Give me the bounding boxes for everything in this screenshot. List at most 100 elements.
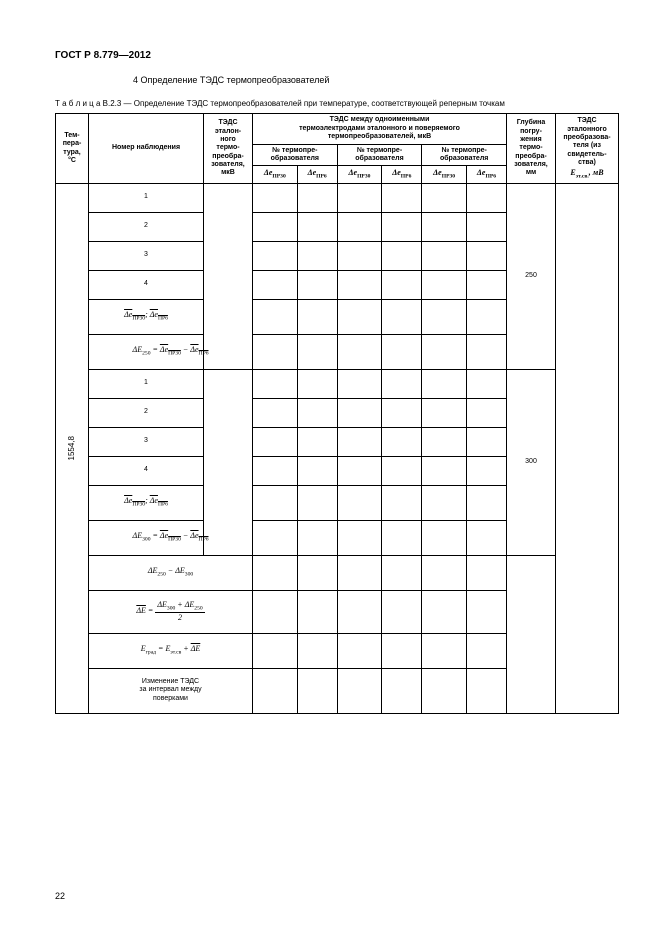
data-cell bbox=[297, 668, 337, 713]
thermo-n-1: № термопре- образователя bbox=[271, 147, 319, 162]
de1bs: ПР6 bbox=[316, 174, 327, 180]
data-cell bbox=[466, 299, 506, 334]
data-cell bbox=[422, 668, 467, 713]
data-cell bbox=[337, 183, 382, 212]
data-cell bbox=[337, 299, 382, 334]
data-cell bbox=[422, 520, 467, 555]
fc-ls: 250 bbox=[157, 572, 165, 578]
data-cell bbox=[253, 212, 298, 241]
obs-label: 2 bbox=[89, 212, 204, 241]
fa2-eq: = bbox=[150, 345, 159, 354]
data-cell bbox=[253, 520, 298, 555]
de1b: Δe bbox=[308, 168, 317, 177]
caption-prefix: Т а б л и ц а В.2.3 — bbox=[55, 99, 134, 108]
formula-cell: ΔE300 = ΔeПР30 − ΔeПР6 bbox=[89, 520, 253, 555]
fd-l: ΔE bbox=[136, 606, 146, 615]
data-cell bbox=[337, 555, 382, 590]
data-cell bbox=[466, 212, 506, 241]
data-cell bbox=[422, 183, 467, 212]
col-thermo-1: № термопре- образователя bbox=[253, 144, 338, 166]
data-cell bbox=[382, 334, 422, 369]
data-cell bbox=[466, 633, 506, 668]
formula-cell: ΔeПР30; ΔeПР6 bbox=[89, 299, 204, 334]
data-cell bbox=[337, 456, 382, 485]
data-cell bbox=[382, 369, 422, 398]
data-cell bbox=[297, 427, 337, 456]
table-caption: Т а б л и ц а В.2.3 — Определение ТЭДС т… bbox=[55, 99, 619, 109]
data-cell bbox=[382, 270, 422, 299]
fa1-2s: ПР6 bbox=[158, 316, 168, 322]
data-cell bbox=[297, 456, 337, 485]
fa2-r1: Δe bbox=[160, 345, 168, 354]
data-cell bbox=[253, 668, 298, 713]
data-cell bbox=[466, 456, 506, 485]
data-cell bbox=[466, 270, 506, 299]
formula-cell: ΔE250 = ΔeПР30 − ΔeПР6 bbox=[89, 334, 253, 369]
col-etalon-emf: ТЭДС эталон- ного термо- преобра- зовате… bbox=[204, 114, 253, 183]
data-cell bbox=[466, 485, 506, 520]
data-cell bbox=[297, 485, 337, 520]
page-container: ГОСТ Р 8.779—2012 4 Определение ТЭДС тер… bbox=[0, 0, 661, 935]
data-cell bbox=[466, 334, 506, 369]
data-cell bbox=[422, 212, 467, 241]
data-cell bbox=[337, 212, 382, 241]
data-cell bbox=[297, 398, 337, 427]
data-cell bbox=[422, 369, 467, 398]
formula-cell: ΔE250 − ΔE300 bbox=[89, 555, 253, 590]
formula-cell: ΔeПР30; ΔeПР6 bbox=[89, 485, 204, 520]
data-cell bbox=[466, 369, 506, 398]
col-thermo-2: № термопре- образователя bbox=[337, 144, 422, 166]
document-title: ГОСТ Р 8.779—2012 bbox=[55, 50, 619, 61]
de2b: Δe bbox=[392, 168, 401, 177]
page-number: 22 bbox=[55, 891, 65, 901]
data-cell bbox=[422, 241, 467, 270]
de2as: ПР30 bbox=[357, 174, 370, 180]
obs-label: 3 bbox=[89, 427, 204, 456]
fb2-eq: = bbox=[150, 531, 159, 540]
obs-label: 3 bbox=[89, 241, 204, 270]
data-cell bbox=[297, 369, 337, 398]
data-cell bbox=[337, 241, 382, 270]
de-pr6-h2: ΔeПР6 bbox=[382, 166, 422, 183]
obs-label: 2 bbox=[89, 398, 204, 427]
temp-value: 1554,8 bbox=[67, 436, 77, 460]
fd-eq: = bbox=[146, 606, 155, 615]
data-cell bbox=[337, 485, 382, 520]
fe-p: + bbox=[181, 644, 190, 653]
data-cell bbox=[253, 633, 298, 668]
fe-ls: град bbox=[146, 650, 156, 656]
data-cell bbox=[297, 241, 337, 270]
data-cell bbox=[382, 398, 422, 427]
fd-n2: ΔE bbox=[185, 600, 195, 609]
data-cell bbox=[382, 590, 422, 633]
fa2-l: ΔE bbox=[133, 345, 143, 354]
fd-np: + bbox=[175, 600, 184, 609]
fc-l: ΔE bbox=[148, 566, 158, 575]
col-thermo-3: № термопре- образователя bbox=[422, 144, 507, 166]
de1as: ПР30 bbox=[272, 174, 285, 180]
temp-cell: 1554,8 bbox=[56, 183, 89, 713]
de2bs: ПР6 bbox=[401, 174, 412, 180]
data-cell bbox=[422, 456, 467, 485]
col-cert-emf: ТЭДС эталонного преобразова- теля (из св… bbox=[556, 114, 619, 183]
data-cell bbox=[382, 299, 422, 334]
data-cell bbox=[297, 270, 337, 299]
fa2-r2: Δe bbox=[190, 345, 198, 354]
fd-d: 2 bbox=[155, 613, 204, 623]
data-cell bbox=[422, 427, 467, 456]
fb1-1s: ПР30 bbox=[132, 502, 145, 508]
fd-n1: ΔE bbox=[157, 600, 167, 609]
de2a: Δe bbox=[348, 168, 357, 177]
data-cell bbox=[337, 590, 382, 633]
table-row: ΔE250 − ΔE300 bbox=[56, 555, 619, 590]
data-cell bbox=[466, 398, 506, 427]
data-cell bbox=[382, 241, 422, 270]
data-table: Тем- пера- тура, °С Номер наблюдения ТЭД… bbox=[55, 113, 619, 713]
data-cell bbox=[466, 590, 506, 633]
data-cell bbox=[337, 270, 382, 299]
data-cell bbox=[382, 555, 422, 590]
data-cell bbox=[382, 212, 422, 241]
data-cell bbox=[337, 369, 382, 398]
data-cell bbox=[253, 334, 298, 369]
data-cell bbox=[253, 369, 298, 398]
